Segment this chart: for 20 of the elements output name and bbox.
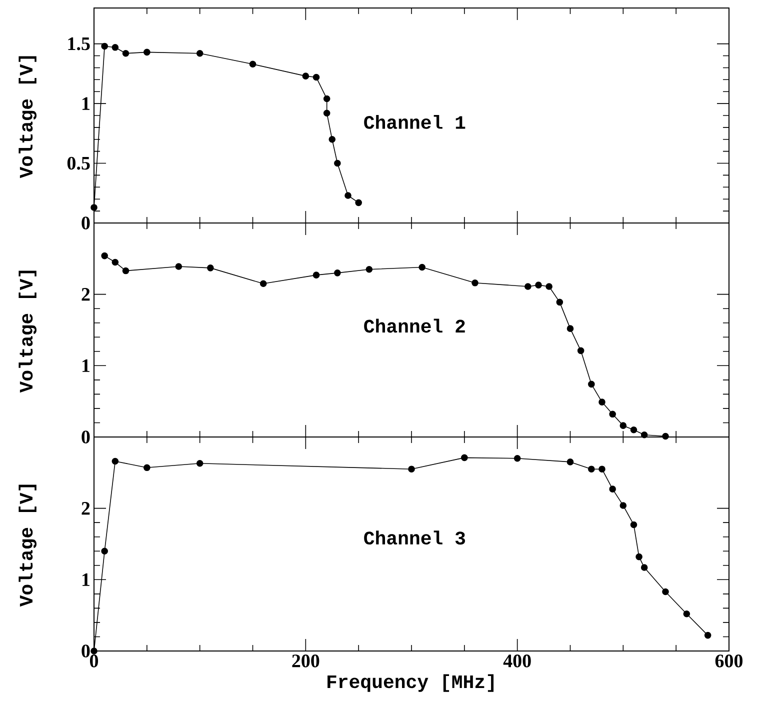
annotation: Channel 3	[364, 530, 465, 545]
y-axis-title: Voltage [V]	[18, 484, 36, 607]
y-tick-label: 2	[82, 502, 90, 515]
y-tick-label: 1	[82, 97, 90, 110]
x-axis-title: Frequency [MHz]	[328, 674, 494, 692]
y-tick-label: 2	[82, 288, 90, 301]
annotation: Channel 1	[364, 114, 466, 129]
x-tick-label: 400	[503, 654, 531, 668]
x-tick-label: 200	[292, 654, 320, 668]
y-tick-label: 0	[82, 644, 90, 658]
y-tick-label: 1	[82, 573, 90, 586]
y-tick-label: 0.5	[67, 156, 90, 170]
y-tick-label: 0	[82, 216, 90, 230]
y-tick-label: 1	[82, 359, 90, 372]
annotation: Channel 2	[364, 318, 465, 333]
y-tick-label: 0	[82, 430, 90, 444]
y-axis-title: Voltage [V]	[18, 56, 36, 178]
y-axis-title: Voltage [V]	[18, 270, 36, 393]
y-tick-label: 1.5	[68, 37, 90, 50]
x-tick-label: 600	[715, 654, 743, 668]
